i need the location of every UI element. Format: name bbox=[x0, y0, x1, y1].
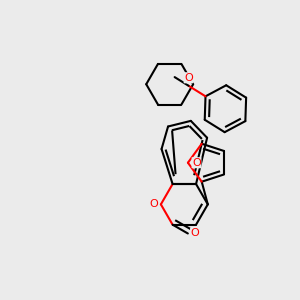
Text: O: O bbox=[149, 200, 158, 209]
Text: O: O bbox=[192, 158, 201, 168]
Text: O: O bbox=[190, 229, 200, 238]
Text: O: O bbox=[184, 73, 193, 83]
